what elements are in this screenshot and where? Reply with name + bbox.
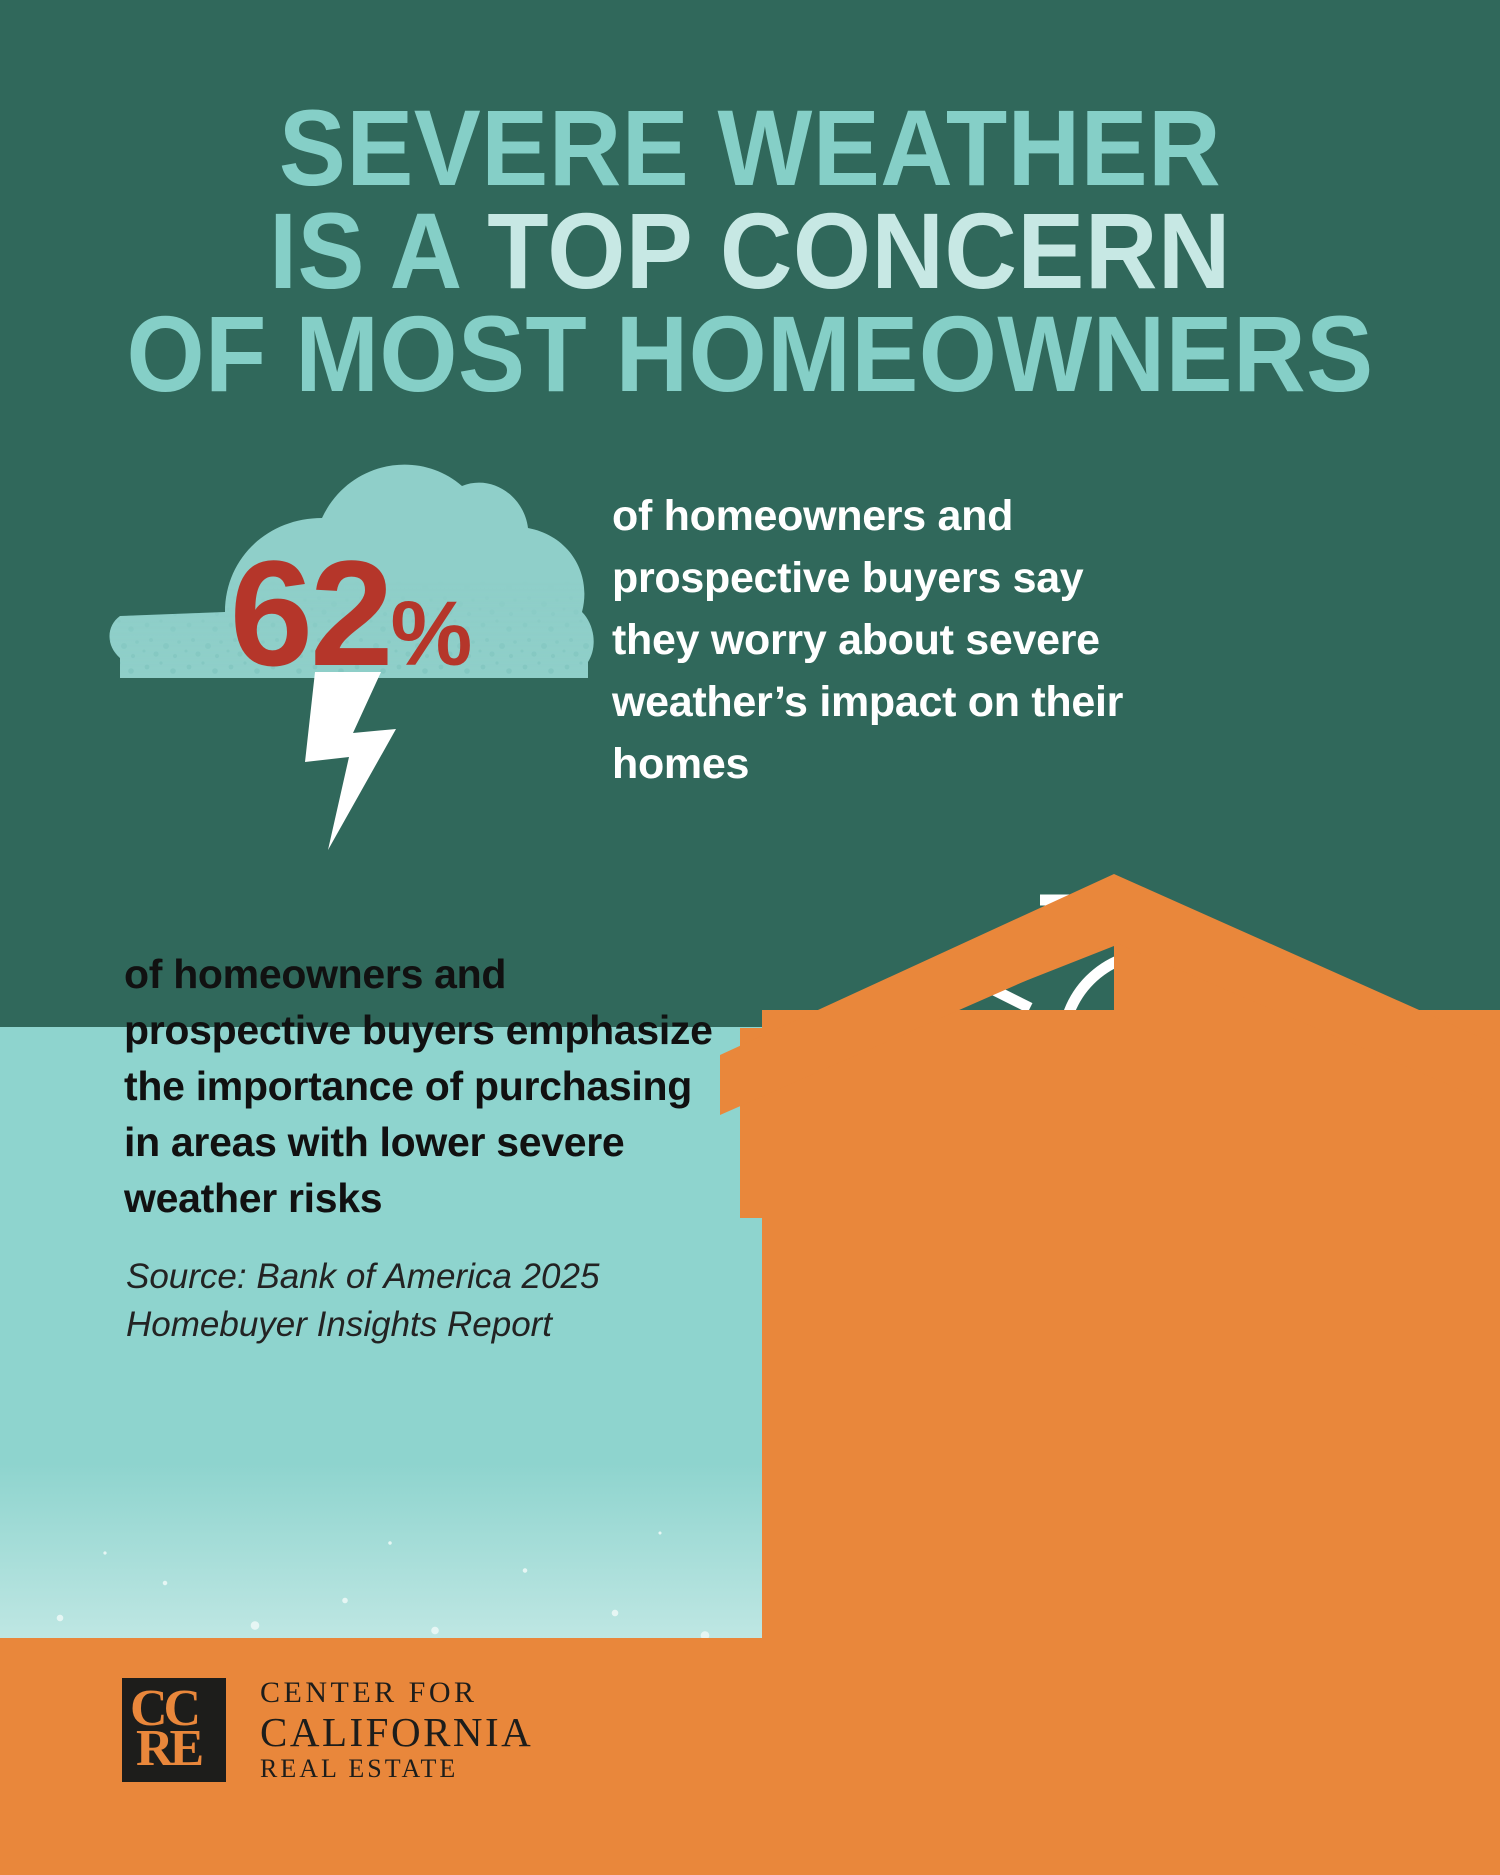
title-line-2-part-1: IS A — [269, 190, 488, 311]
cloud-stat-group: 62% — [100, 450, 600, 870]
page-title: SEVERE WEATHER IS A TOP CONCERN OF MOST … — [53, 87, 1448, 414]
house-stat-group: 73% — [700, 860, 1500, 1650]
source-line-2: Homebuyer Insights Report — [126, 1305, 553, 1344]
title-line-2: IS A TOP CONCERN — [53, 197, 1448, 305]
ccre-mark-top: CC — [130, 1680, 201, 1737]
stat-top-percent: % — [390, 583, 473, 685]
roof-top — [720, 874, 1500, 1115]
ccre-logo-text: CENTER FOR CALIFORNIA REAL ESTATE — [260, 1676, 533, 1784]
title-line-2-part-2: TOP CONCERN — [487, 190, 1231, 311]
ccre-mark-bottom: RE — [136, 1720, 204, 1777]
house-rect — [762, 1010, 1500, 1650]
source-line-1: Source: Bank of America 2025 — [126, 1257, 600, 1296]
stat-top-number: 62 — [229, 529, 394, 697]
top-band — [0, 0, 1500, 1027]
ccre-logo-line-2: CALIFORNIA — [260, 1709, 534, 1755]
title-line-3: OF MOST HOMEOWNERS — [126, 293, 1374, 414]
source-credit: Source: Bank of America 2025 Homebuyer I… — [126, 1253, 746, 1349]
bottom-band — [0, 1638, 1500, 1875]
stat-bottom-paragraph: of homeowners and prospective buyers emp… — [124, 951, 713, 1221]
cloud-icon — [109, 464, 594, 678]
ccre-logo-line-1: CENTER FOR — [260, 1676, 478, 1709]
stat-top-value: 62% — [100, 538, 600, 709]
house-icon — [720, 874, 1500, 1650]
ccre-logo-mark: CC RE — [122, 1678, 226, 1782]
lightning-bolt-icon — [305, 672, 396, 850]
ccre-logo-line-3: REAL ESTATE — [260, 1754, 459, 1783]
title-line-1: SEVERE WEATHER — [278, 87, 1222, 208]
ccre-logo[interactable]: CC RE CENTER FOR CALIFORNIA REAL ESTATE — [122, 1676, 533, 1784]
stat-top-paragraph: of homeowners and prospective buyers say… — [612, 492, 1124, 788]
